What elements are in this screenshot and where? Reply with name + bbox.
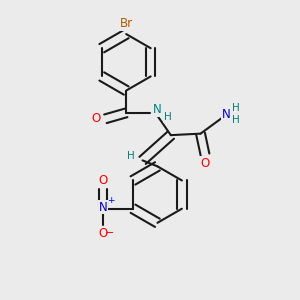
Text: O: O — [200, 157, 210, 170]
Text: O: O — [92, 112, 101, 125]
Text: H: H — [164, 112, 172, 122]
Text: +: + — [107, 196, 114, 205]
Text: N: N — [99, 201, 108, 214]
Text: N: N — [221, 108, 230, 121]
Text: O: O — [99, 174, 108, 187]
Text: H: H — [232, 103, 240, 113]
Text: O: O — [99, 227, 108, 241]
Text: H: H — [127, 151, 135, 161]
Text: −: − — [105, 228, 115, 239]
Text: H: H — [232, 115, 240, 125]
Text: N: N — [153, 103, 162, 116]
Text: Br: Br — [120, 17, 133, 30]
